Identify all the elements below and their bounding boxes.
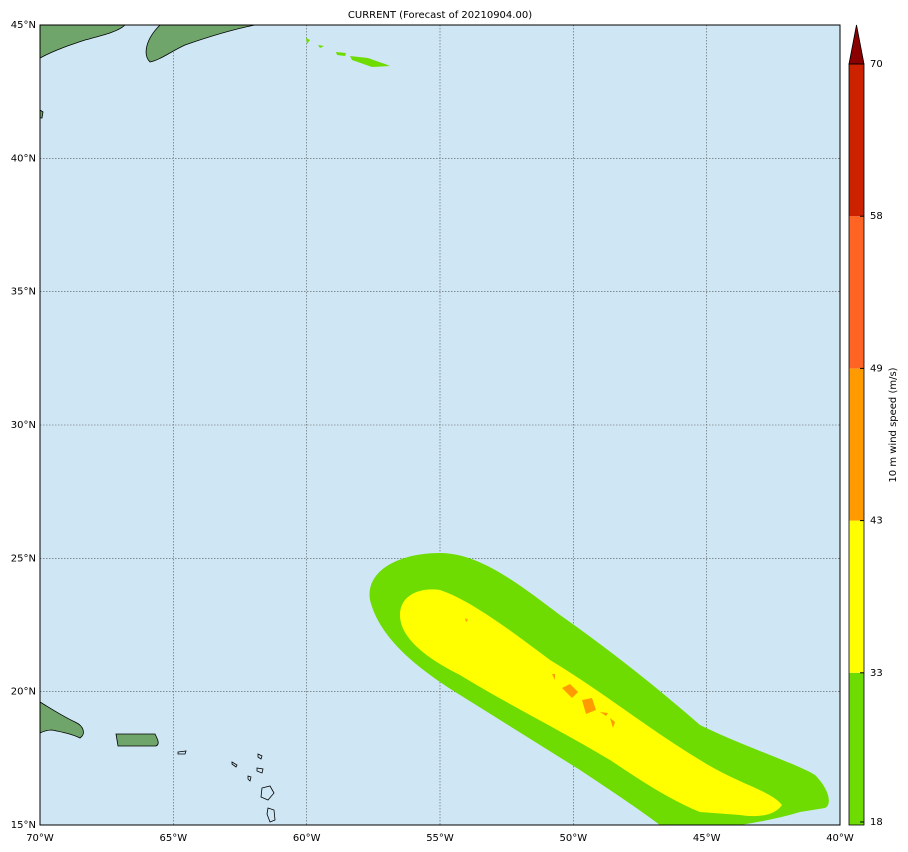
colorbar-tick-label: 49	[870, 363, 883, 374]
colorbar-segment	[849, 216, 864, 369]
x-tick-label: 65°W	[160, 833, 188, 844]
y-tick-label: 25°N	[11, 553, 36, 564]
island	[260, 785, 275, 801]
x-tick-label: 45°W	[693, 833, 721, 844]
y-tick-label: 15°N	[11, 820, 36, 831]
island	[256, 767, 264, 774]
land	[39, 24, 126, 59]
colorbar-segment	[849, 520, 864, 673]
colorbar-extension	[848, 24, 865, 65]
land	[145, 24, 256, 63]
map-frame	[39, 24, 841, 826]
x-tick-label: 50°W	[560, 833, 588, 844]
x-tick-label: 60°W	[293, 833, 321, 844]
colorbar-frame	[848, 63, 865, 826]
y-tick-label: 45°N	[11, 20, 36, 31]
colorbar-label: 10 m wind speed (m/s)	[888, 367, 899, 482]
colorbar-tick-label: 18	[870, 817, 883, 828]
colorbar-segment	[849, 672, 864, 825]
colorbar-tick-label: 43	[870, 516, 883, 527]
colorbar-tick-label: 58	[870, 211, 883, 222]
island	[266, 807, 276, 823]
x-tick-label: 40°W	[826, 833, 854, 844]
colorbar: 18 33 43 49 58 70 10 m wind speed (m/s)	[848, 24, 899, 828]
island	[247, 775, 252, 782]
y-tick-label: 20°N	[11, 687, 36, 698]
y-tick-label: 35°N	[11, 287, 36, 298]
colorbar-segment	[849, 64, 864, 217]
colorbar-segment	[849, 368, 864, 521]
land	[115, 733, 159, 747]
colorbar-tick-label: 70	[870, 59, 883, 70]
colorbar-tick-label: 33	[870, 668, 883, 679]
y-tick-label: 30°N	[11, 420, 36, 431]
x-tick-label: 55°W	[426, 833, 454, 844]
land	[39, 701, 84, 739]
y-tick-label: 40°N	[11, 153, 36, 164]
wind-area	[306, 38, 390, 67]
map-title: CURRENT (Forecast of 20210904.00)	[348, 10, 532, 21]
island	[231, 761, 238, 768]
x-tick-label: 70°W	[26, 833, 54, 844]
island	[177, 750, 187, 755]
island	[257, 753, 263, 760]
